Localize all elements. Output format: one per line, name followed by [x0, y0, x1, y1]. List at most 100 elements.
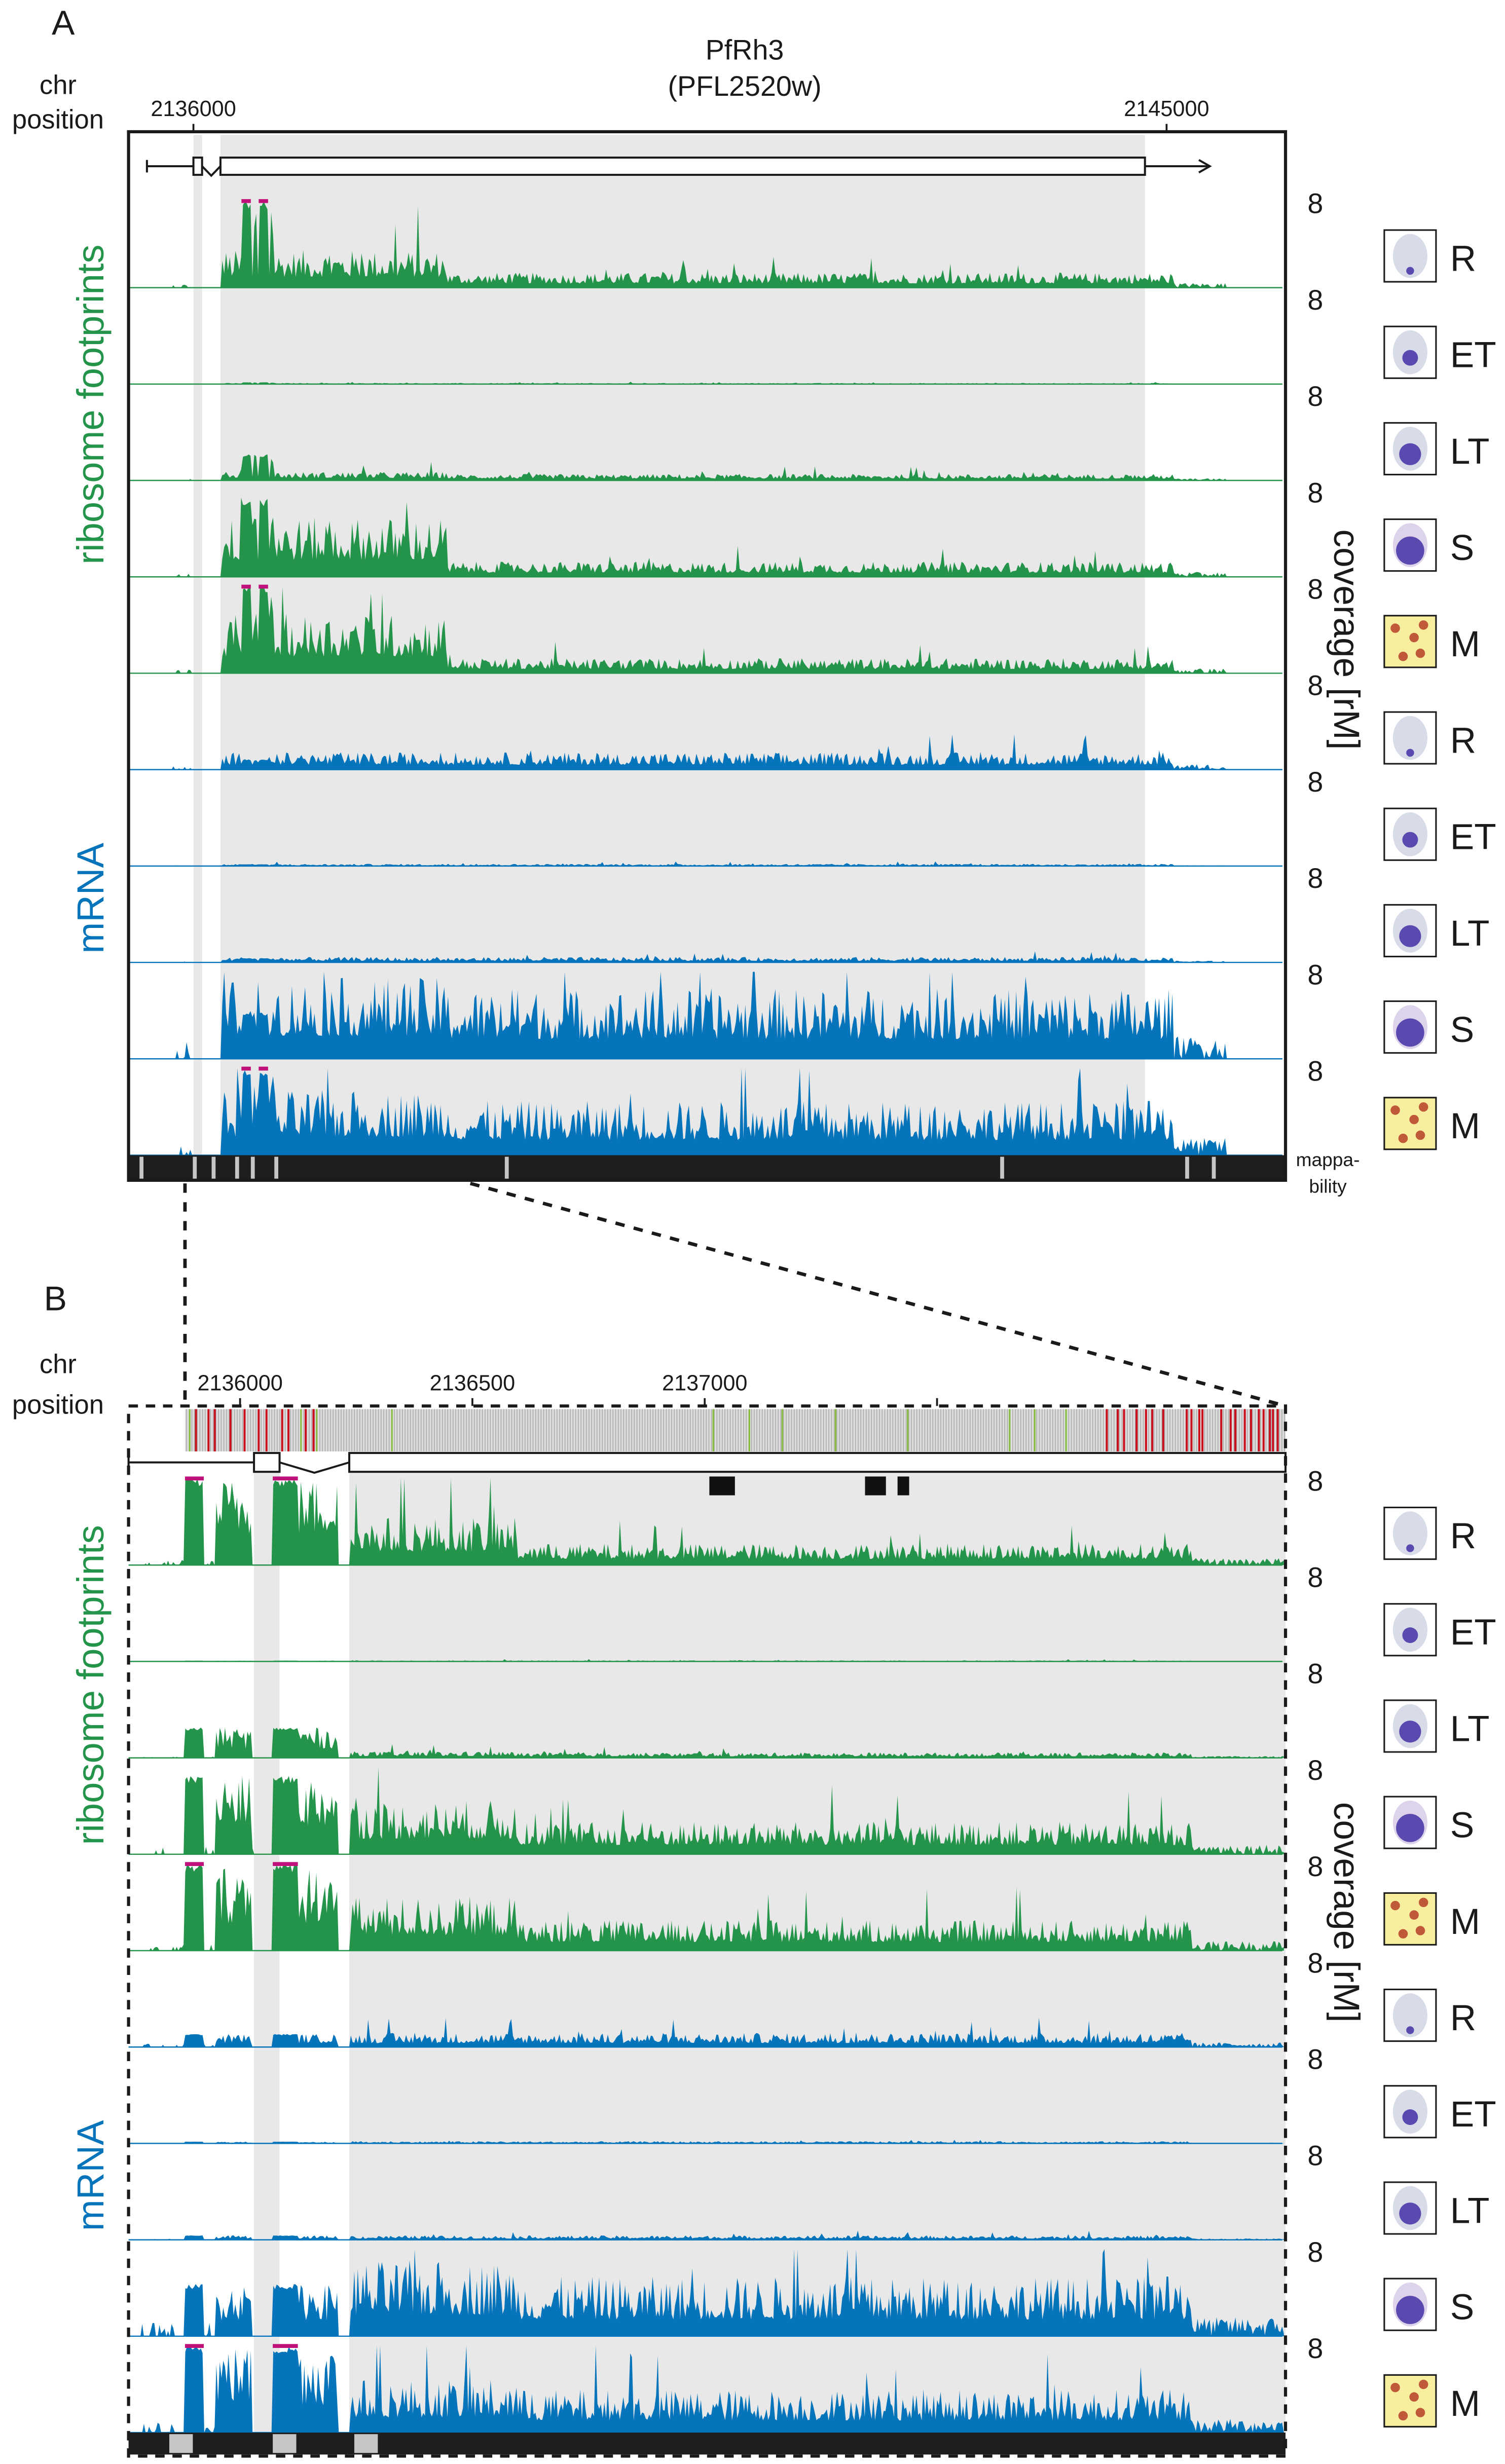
- chr-label-a-1: chr: [40, 70, 77, 100]
- mappability-gap: [169, 2434, 193, 2453]
- track-max-label: 8: [1307, 477, 1323, 508]
- coverage-area: [128, 2249, 1284, 2336]
- stage-label: ET: [1450, 2095, 1496, 2135]
- coverage-track-ribosome-LT: [128, 1727, 1284, 1759]
- coverage-area: [128, 586, 1284, 674]
- clipped-marker: [241, 1066, 251, 1071]
- merozoite-dot: [1415, 2408, 1425, 2417]
- stage-label: M: [1450, 1106, 1480, 1146]
- coverage-area: [128, 454, 1284, 481]
- merozoite-dot: [1418, 2379, 1428, 2390]
- x-tick-label: 2136000: [197, 1371, 283, 1395]
- track-max-label: 8: [1307, 188, 1323, 219]
- coverage-track-ribosome-R: [128, 1476, 1284, 1566]
- track-max-label: 8: [1307, 1056, 1323, 1087]
- stage-icon-S: [1383, 518, 1437, 572]
- coverage-area: [128, 201, 1284, 288]
- track-max-label: 8: [1307, 959, 1323, 990]
- exon-2: [348, 1452, 1287, 1473]
- x-tick-label: 2137000: [662, 1371, 748, 1395]
- chr-label-b-1: chr: [40, 1349, 77, 1379]
- domain-block: [897, 1476, 909, 1496]
- coverage-area: [128, 734, 1284, 770]
- stage-icon-M: [1383, 615, 1437, 668]
- stage-icon-LT: [1383, 1699, 1437, 1753]
- coverage-track-ribosome-LT: [128, 454, 1284, 481]
- track-max-label: 8: [1307, 766, 1323, 798]
- merozoite-dot: [1415, 648, 1425, 658]
- merozoite-dot: [1398, 2411, 1408, 2421]
- coverage-axis-label-b: coverage [rM]: [1326, 1802, 1366, 2023]
- stage-icon-S: [1383, 1796, 1437, 1849]
- merozoite-dot: [1398, 651, 1408, 661]
- parasite-shape: [1402, 1627, 1418, 1644]
- track-max-label: 8: [1307, 1851, 1323, 1882]
- x-tick-label: 2136500: [430, 1371, 516, 1395]
- coverage-axis-label-a: coverage [rM]: [1326, 530, 1366, 750]
- coverage-area: [128, 861, 1284, 866]
- stage-label: S: [1450, 2288, 1474, 2328]
- track-max-label: 8: [1307, 2236, 1323, 2268]
- panel-b-letter: B: [44, 1280, 67, 1318]
- stage-icon-S: [1383, 2278, 1437, 2331]
- track-max-label: 8: [1307, 1561, 1323, 1593]
- coverage-track-mrna-ET: [128, 861, 1284, 867]
- track-max-label: 8: [1307, 2333, 1323, 2364]
- stage-icon-R: [1383, 229, 1437, 283]
- track-max-label: 8: [1307, 1658, 1323, 1690]
- coverage-track-mrna-LT: [128, 951, 1284, 963]
- mappability-gap: [139, 1156, 143, 1179]
- strand-arrow-icon: [1198, 159, 1212, 174]
- stage-icon-ET: [1383, 1603, 1437, 1657]
- stage-label: R: [1450, 721, 1476, 761]
- stage-label: S: [1450, 1806, 1474, 1846]
- track-max-label: 8: [1307, 1465, 1323, 1497]
- panel-a-letter: A: [52, 4, 75, 42]
- mappability-gap: [1212, 1156, 1216, 1179]
- mappability-gap: [193, 1156, 197, 1179]
- mappability-gap: [1000, 1156, 1004, 1179]
- track-max-label: 8: [1307, 1947, 1323, 1978]
- stage-label: ET: [1450, 1613, 1496, 1653]
- erythrocyte-shape: [1392, 1993, 1427, 2037]
- stage-label: LT: [1450, 432, 1490, 472]
- panel-b: 8 R 8 ET 8 LT 8 S 8 M 8 R 8 ET 8 LT 8 S 8 M 2136000 2136500 21…: [127, 1371, 1496, 2458]
- merozoite-dot: [1390, 1900, 1400, 1911]
- mappability-track: [128, 2433, 1286, 2455]
- track-max-label: 8: [1307, 2044, 1323, 2075]
- mappability-gap: [250, 1156, 255, 1179]
- track-max-label: 8: [1307, 574, 1323, 605]
- stage-icon-M: [1383, 1892, 1437, 1946]
- clipped-marker: [259, 584, 268, 589]
- x-tick-label: 2136000: [151, 97, 236, 121]
- merozoite-dot: [1409, 1114, 1419, 1125]
- stage-icon-R: [1383, 1506, 1437, 1560]
- stage-icon-ET: [1383, 2085, 1437, 2139]
- parasite-shape: [1399, 1721, 1421, 1743]
- clipped-marker: [185, 1476, 204, 1481]
- zoom-connector-right: [469, 1181, 1286, 1408]
- stage-label: M: [1450, 2384, 1480, 2424]
- coverage-area: [128, 1864, 1284, 1951]
- cell-image-frame: [1383, 1097, 1437, 1150]
- erythrocyte-shape: [1392, 1511, 1427, 1555]
- merozoite-dot: [1418, 1102, 1428, 1112]
- stage-icon-LT: [1383, 422, 1437, 475]
- mappability-bar: [128, 1155, 1286, 1180]
- stage-icon-M: [1383, 2374, 1437, 2428]
- gene-id: (PFL2520w): [668, 70, 821, 102]
- coverage-track-mrna-S: [128, 2249, 1284, 2337]
- mappability-gap: [504, 1156, 509, 1179]
- clipped-marker: [273, 1476, 298, 1481]
- stage-label: LT: [1450, 1709, 1490, 1749]
- x-tick-label: 2145000: [1124, 97, 1209, 121]
- merozoite-dot: [1398, 1133, 1408, 1143]
- mappability-gap: [235, 1156, 239, 1179]
- coverage-area: [128, 1727, 1284, 1758]
- parasite-shape: [1402, 350, 1418, 366]
- stage-icon-S: [1383, 1000, 1437, 1054]
- track-max-label: 8: [1307, 1754, 1323, 1786]
- clipped-marker: [185, 2344, 204, 2348]
- parasite-shape: [1396, 2296, 1424, 2324]
- coverage-track-mrna-S: [128, 972, 1284, 1060]
